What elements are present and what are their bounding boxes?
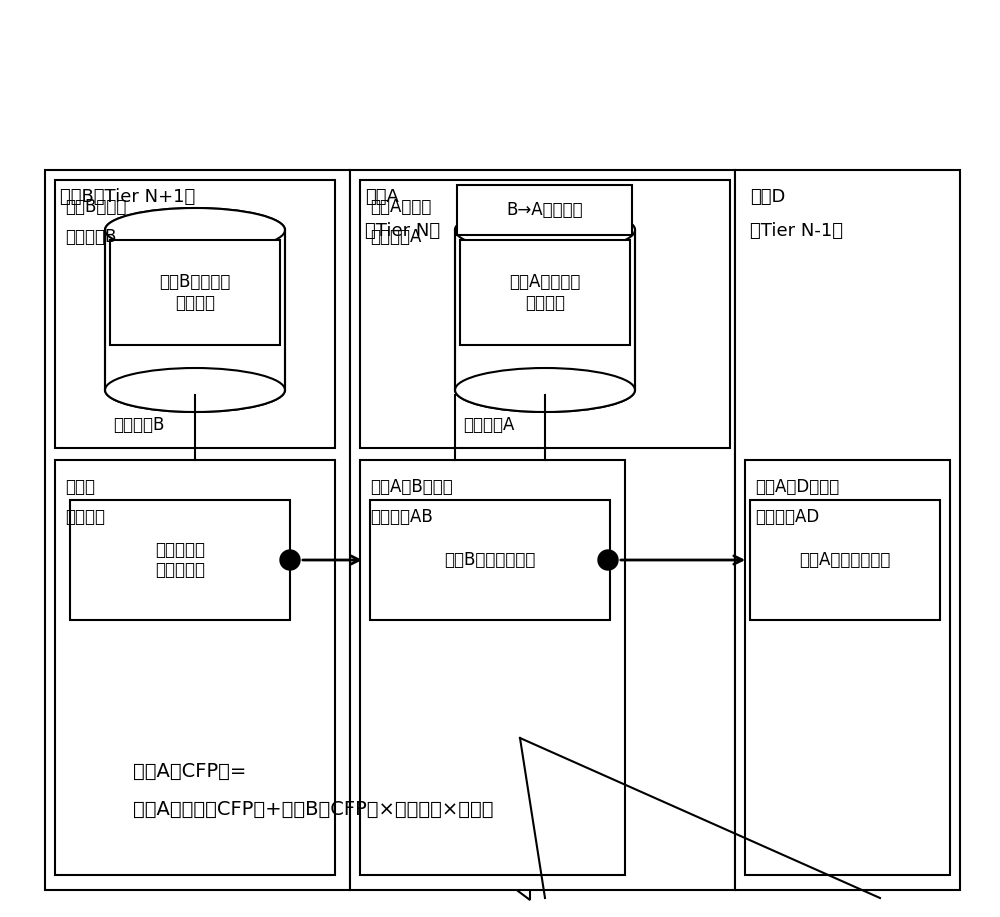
Text: 企业B（Tier N+1）: 企业B（Tier N+1）: [60, 188, 195, 206]
Ellipse shape: [105, 368, 285, 412]
Circle shape: [598, 550, 618, 570]
Bar: [70, 500, 290, 620]
Text: 上游产品的
溯源性信息: 上游产品的 溯源性信息: [155, 541, 205, 580]
Text: 共享的: 共享的: [65, 478, 95, 496]
Text: 存储区域: 存储区域: [65, 508, 105, 526]
Bar: [45, 170, 350, 890]
Circle shape: [280, 550, 300, 570]
Bar: [350, 170, 735, 890]
Ellipse shape: [455, 208, 635, 252]
Text: 企业A: 企业A: [365, 188, 399, 206]
Text: 产品信息A: 产品信息A: [463, 416, 514, 434]
Ellipse shape: [105, 368, 285, 412]
Text: （Tier N-1）: （Tier N-1）: [750, 222, 843, 240]
Text: 企业A专用的: 企业A专用的: [370, 198, 431, 216]
Text: 产品A的溯源性
关联信息: 产品A的溯源性 关联信息: [509, 273, 581, 312]
Ellipse shape: [455, 208, 635, 252]
Bar: [455, 230, 635, 390]
Bar: [750, 500, 940, 620]
Text: 企业B专用的: 企业B专用的: [65, 198, 126, 216]
Bar: [105, 230, 285, 390]
FancyBboxPatch shape: [115, 740, 815, 870]
Text: 存储区域B: 存储区域B: [65, 228, 116, 246]
Bar: [55, 460, 335, 875]
Ellipse shape: [455, 368, 635, 412]
Text: B→A变换系数: B→A变换系数: [506, 201, 583, 219]
Text: 存储区域AD: 存储区域AD: [755, 508, 819, 526]
Bar: [360, 180, 730, 448]
Ellipse shape: [455, 368, 635, 412]
Text: 产品B的溯源性
关联信息: 产品B的溯源性 关联信息: [159, 273, 231, 312]
Text: 产品A的溯源性信息: 产品A的溯源性信息: [799, 551, 891, 569]
Text: 企业A中的测量CFP值+产品B的CFP值×变换系数×活动量: 企业A中的测量CFP值+产品B的CFP值×变换系数×活动量: [133, 800, 494, 819]
Text: 存储区域AB: 存储区域AB: [370, 508, 433, 526]
Bar: [110, 240, 280, 345]
Text: 企业A、D共享的: 企业A、D共享的: [755, 478, 839, 496]
Bar: [735, 170, 960, 890]
Ellipse shape: [105, 208, 285, 252]
Bar: [360, 460, 625, 875]
Bar: [370, 500, 610, 620]
Text: 企业A、B共享的: 企业A、B共享的: [370, 478, 453, 496]
Ellipse shape: [105, 208, 285, 252]
Polygon shape: [490, 870, 530, 900]
Bar: [460, 240, 630, 345]
Text: 存储区域A: 存储区域A: [370, 228, 421, 246]
Text: 企业D: 企业D: [750, 188, 785, 206]
Text: （Tier N）: （Tier N）: [365, 222, 440, 240]
Text: 产品B的溯源性信息: 产品B的溯源性信息: [444, 551, 536, 569]
Bar: [55, 180, 335, 448]
Text: 产品信息B: 产品信息B: [113, 416, 164, 434]
Text: 产品A的CFP值=: 产品A的CFP值=: [133, 762, 246, 781]
Bar: [457, 185, 632, 235]
Bar: [745, 460, 950, 875]
